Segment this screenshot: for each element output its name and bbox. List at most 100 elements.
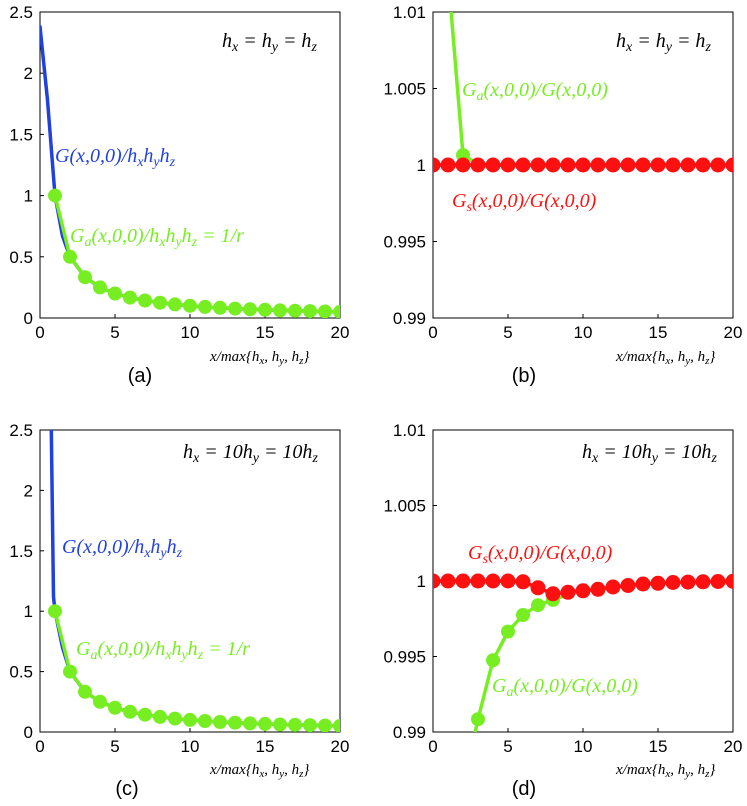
panel-b-gs-point bbox=[680, 157, 696, 173]
panel-d-gs-point bbox=[695, 574, 711, 590]
panel-c-ga-point bbox=[198, 714, 212, 728]
panel-d-gs-point bbox=[485, 573, 501, 589]
panel-d-gs-point bbox=[500, 573, 516, 589]
panel-d-gs-point bbox=[650, 575, 666, 591]
panel-a-ga-point bbox=[138, 293, 152, 308]
panel-d-series bbox=[433, 573, 733, 732]
panel-b-plot-area bbox=[433, 12, 733, 173]
panel-a-ga-line bbox=[53, 193, 340, 314]
panel-c-xtick-label: 0 bbox=[35, 737, 44, 756]
panel-a-ga-point bbox=[93, 280, 107, 295]
panel-b-series bbox=[433, 12, 733, 173]
panel-b-ytick-label: 1 bbox=[417, 156, 426, 175]
panel-c-ticks: 0 5 10 15 20 0 0.5 1 1.5 2 2.5 bbox=[9, 421, 349, 756]
panel-a-ga-point bbox=[243, 302, 257, 317]
panel-d-label: (d) bbox=[512, 778, 536, 800]
panel-c-g-line bbox=[49, 430, 340, 728]
panel-d-ga-point bbox=[471, 712, 485, 727]
panel-d-ga-point bbox=[486, 653, 500, 668]
panel-d-xtick-label: 0 bbox=[428, 737, 437, 756]
panel-c-ga-point bbox=[153, 709, 167, 724]
panel-a-xtick-label: 0 bbox=[35, 323, 44, 342]
panel-b-gs-point bbox=[725, 157, 733, 173]
panel-c-ytick-label: 1 bbox=[24, 602, 33, 621]
panel-c-condition: hx = 10hy = 10hz bbox=[183, 441, 318, 466]
panel-d-gs-point bbox=[635, 576, 651, 592]
panel-c-ga-point bbox=[303, 718, 317, 732]
panel-a-ga-point bbox=[48, 188, 62, 203]
panel-a-ga-point bbox=[123, 290, 137, 305]
panel-c-ga-point bbox=[213, 715, 227, 729]
panel-d-gs-point bbox=[455, 573, 471, 589]
panel-d-plot-area bbox=[433, 573, 733, 732]
panel-c-ga-point bbox=[243, 716, 257, 731]
panel-d-xtick-label: 15 bbox=[649, 737, 668, 756]
panel-a-ga-point bbox=[108, 286, 122, 301]
panel-b-xtick-label: 10 bbox=[574, 323, 593, 342]
panel-d-ytick-label: 0.99 bbox=[393, 723, 426, 742]
panel-a-ga-point bbox=[258, 302, 272, 317]
panel-b-gs-point bbox=[485, 157, 501, 173]
panel-c-ga-point bbox=[228, 715, 242, 730]
panel-d-ticks: 0 5 10 15 20 0.99 0.995 1 1.005 1.01 bbox=[383, 421, 742, 756]
panel-c-xlabel: x/max{hx, hy, hz} bbox=[209, 762, 309, 780]
panel-b-gs-point bbox=[433, 157, 441, 173]
panel-b-xtick-label: 5 bbox=[503, 323, 512, 342]
panel-a-ga-point bbox=[273, 303, 287, 318]
panel-b-ga-label: Ga(x,0,0)/G(x,0,0) bbox=[462, 79, 608, 104]
panel-b-gs-point bbox=[575, 157, 591, 173]
panel-c-ga-point bbox=[333, 719, 340, 732]
panel-a-ga-point bbox=[183, 298, 197, 313]
panel-d-gs-point bbox=[620, 578, 636, 593]
panel-b-xlabel: x/max{hx, hy, hz} bbox=[615, 349, 715, 367]
panel-a-xtick-label: 10 bbox=[181, 323, 200, 342]
panel-b-gs-point bbox=[710, 157, 726, 173]
panel-c-ytick-label: 1.5 bbox=[9, 542, 33, 561]
panel-d-gs-point bbox=[515, 574, 531, 590]
panel-a-xtick-label: 15 bbox=[256, 323, 275, 342]
panel-c-ytick-label: 2 bbox=[24, 481, 33, 500]
panel-b-gs-point bbox=[470, 157, 486, 173]
panel-c-ytick-label: 0 bbox=[24, 723, 33, 742]
panel-d-ga-label: Ga(x,0,0)/G(x,0,0) bbox=[492, 675, 638, 700]
panel-b-gs-point bbox=[515, 157, 531, 173]
panel-b-gs-point bbox=[635, 157, 651, 173]
panel-c-plot-area bbox=[48, 430, 340, 732]
panel-b-gs-point bbox=[440, 157, 456, 173]
panel-b-ytick-label: 1.005 bbox=[383, 80, 426, 99]
panel-d-gs-label: Gs(x,0,0)/G(x,0,0) bbox=[468, 542, 613, 567]
panel-d-xtick-label: 20 bbox=[724, 737, 743, 756]
panel-a-ga-point bbox=[78, 270, 92, 285]
panel-a-ga-point bbox=[213, 300, 227, 315]
panel-b-gs-point bbox=[650, 157, 666, 173]
panel-b-gs-point bbox=[665, 157, 681, 173]
panel-d-gs-point bbox=[710, 574, 726, 589]
panel-d-gs-point bbox=[530, 580, 546, 596]
panel-d-ytick-label: 1.005 bbox=[383, 497, 426, 516]
panel-d-gs-point bbox=[590, 581, 606, 597]
panel-a-ga-point bbox=[333, 304, 340, 318]
panel-c-series bbox=[48, 430, 340, 732]
panel-b-condition: hx = hy = hz bbox=[616, 30, 711, 55]
panel-d-xtick-label: 10 bbox=[574, 737, 593, 756]
panel-a-ytick-label: 2.5 bbox=[9, 3, 33, 22]
panel-c-ga-point bbox=[78, 684, 92, 699]
panel-b-ytick-label: 1.01 bbox=[393, 3, 426, 22]
panel-d-ga-point bbox=[516, 608, 530, 622]
panel-a-ytick-label: 0 bbox=[24, 309, 33, 328]
panel-b-gs-label: Gs(x,0,0)/G(x,0,0) bbox=[452, 190, 597, 215]
panel-c-ga-point bbox=[138, 707, 152, 722]
panel-b-ticks: 0 5 10 15 20 0.99 0.995 1 1.005 1.01 bbox=[383, 3, 742, 342]
panel-c-ytick-label: 2.5 bbox=[9, 421, 33, 440]
panel-a-xlabel: x/max{hx, hy, hz} bbox=[209, 349, 309, 367]
panel-c: 0 5 10 15 20 0 0.5 1 1.5 2 2.5 hx = 10hy = 10hz G(… bbox=[9, 421, 349, 800]
panel-c-ga-point bbox=[183, 712, 197, 727]
panel-d-gs-point bbox=[725, 573, 733, 589]
panel-c-xtick-label: 5 bbox=[110, 737, 119, 756]
panel-c-xtick-label: 20 bbox=[331, 737, 350, 756]
panel-a-ytick-label: 2 bbox=[24, 64, 33, 83]
panel-a-ga-point bbox=[198, 299, 212, 314]
panel-b-gs-point bbox=[455, 157, 471, 173]
panel-c-ytick-label: 0.5 bbox=[9, 663, 33, 682]
